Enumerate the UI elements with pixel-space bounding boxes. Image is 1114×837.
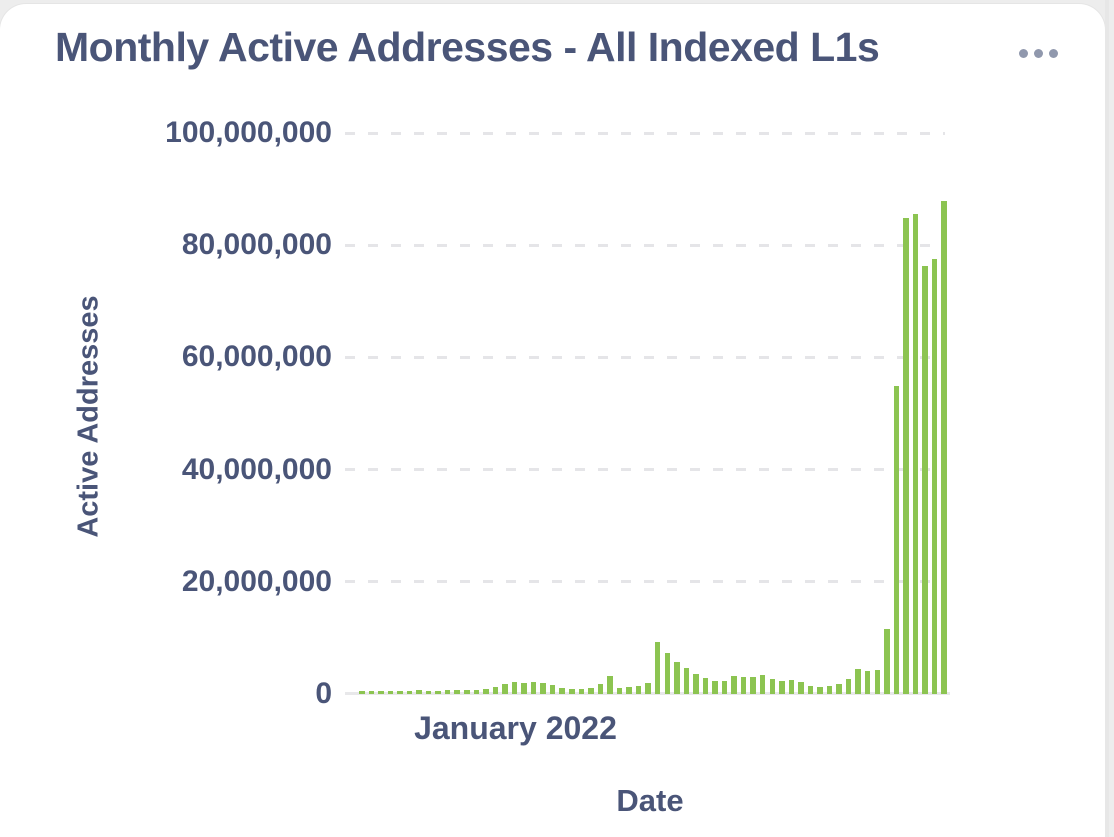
bar[interactable] — [406, 690, 413, 694]
bar[interactable] — [626, 687, 632, 694]
bar[interactable] — [779, 680, 785, 694]
bar[interactable] — [769, 678, 776, 694]
bar[interactable] — [416, 690, 422, 694]
bar[interactable] — [444, 690, 451, 694]
bar[interactable] — [798, 682, 804, 694]
bar[interactable] — [569, 688, 575, 694]
bar[interactable] — [903, 218, 909, 694]
bar[interactable] — [893, 386, 900, 694]
bar[interactable] — [664, 652, 670, 694]
bar[interactable] — [530, 682, 537, 694]
bar[interactable] — [845, 678, 852, 694]
gridline — [345, 580, 945, 584]
bar[interactable] — [540, 683, 546, 694]
bar[interactable] — [635, 686, 642, 694]
bar[interactable] — [750, 676, 756, 694]
y-tick-label: 100,000,000 — [165, 116, 332, 149]
chart-card — [0, 4, 1105, 837]
bar-series — [359, 133, 947, 694]
bar[interactable] — [674, 662, 680, 694]
ellipsis-icon — [1018, 48, 1058, 58]
bar[interactable] — [588, 687, 594, 694]
bar[interactable] — [836, 683, 842, 694]
bar[interactable] — [435, 690, 441, 694]
gridline — [345, 468, 945, 472]
bar[interactable] — [912, 213, 919, 694]
bar[interactable] — [740, 677, 747, 694]
bar[interactable] — [864, 671, 871, 694]
bar[interactable] — [616, 687, 623, 694]
bar[interactable] — [817, 686, 823, 694]
gridline — [345, 131, 945, 135]
bar[interactable] — [397, 690, 403, 694]
bar[interactable] — [922, 265, 928, 694]
bar[interactable] — [731, 676, 737, 694]
page-edge-divider — [1105, 0, 1109, 837]
y-tick-label: 80,000,000 — [181, 228, 332, 262]
bar[interactable] — [578, 688, 585, 694]
bar[interactable] — [549, 685, 556, 694]
bar[interactable] — [874, 669, 881, 694]
bar[interactable] — [511, 682, 518, 694]
y-tick-label: 60,000,000 — [181, 340, 332, 374]
chart-menu-button[interactable] — [1006, 36, 1070, 70]
bar[interactable] — [559, 688, 565, 694]
bar[interactable] — [645, 683, 651, 694]
gridline — [345, 355, 945, 359]
x-axis-tick-label: January 2022 — [414, 710, 617, 746]
gridline — [345, 243, 945, 247]
bar[interactable] — [521, 682, 527, 694]
bar[interactable] — [855, 668, 861, 694]
bar[interactable] — [387, 690, 394, 694]
bar[interactable] — [826, 685, 833, 694]
bar[interactable] — [702, 678, 709, 694]
bar[interactable] — [454, 690, 460, 694]
bar[interactable] — [492, 686, 499, 694]
y-tick-label: 40,000,000 — [181, 452, 332, 486]
y-axis-title: Active Addresses — [72, 295, 105, 538]
bar[interactable] — [502, 683, 508, 694]
bar[interactable] — [425, 690, 432, 694]
bar[interactable] — [931, 258, 938, 694]
x-axis-title: Date — [616, 783, 684, 818]
bar[interactable] — [464, 690, 470, 694]
bar[interactable] — [368, 690, 375, 694]
bar[interactable] — [712, 680, 718, 694]
bar[interactable] — [483, 688, 489, 694]
bar[interactable] — [597, 684, 604, 694]
bar[interactable] — [378, 690, 384, 694]
bar[interactable] — [807, 685, 814, 694]
bar[interactable] — [759, 674, 766, 694]
bar[interactable] — [359, 690, 365, 694]
bar[interactable] — [721, 680, 728, 694]
bar[interactable] — [607, 675, 613, 694]
chart-title: Monthly Active Addresses - All Indexed L… — [55, 24, 880, 70]
bar[interactable] — [884, 628, 890, 694]
bar[interactable] — [654, 641, 661, 694]
bar[interactable] — [683, 668, 690, 694]
bar[interactable] — [693, 673, 699, 694]
bar[interactable] — [788, 679, 795, 694]
bar[interactable] — [473, 690, 480, 694]
y-tick-label: 0 — [315, 677, 332, 710]
bar[interactable] — [941, 200, 947, 694]
y-tick-label: 20,000,000 — [181, 564, 332, 598]
